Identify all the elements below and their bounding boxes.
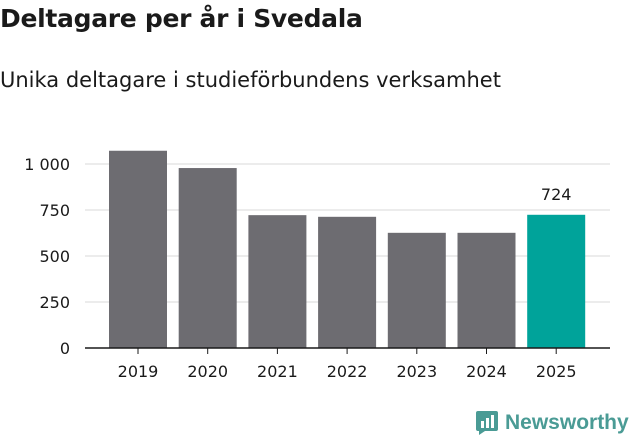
bar-2021 — [248, 215, 307, 348]
bar-2024 — [457, 232, 516, 348]
brand-name: Newsworthy — [505, 411, 629, 434]
y-tick-label: 750 — [39, 201, 70, 220]
chart-title: Deltagare per år i Svedala — [0, 4, 363, 33]
y-tick-label: 1 000 — [24, 155, 70, 174]
bars — [109, 150, 586, 348]
y-tick-label: 0 — [60, 339, 70, 358]
bar-2023 — [387, 232, 446, 348]
y-axis-tick-labels: 0 250 500 750 1 000 — [24, 155, 70, 358]
y-tick-label: 500 — [39, 247, 70, 266]
bar-2025 — [527, 214, 586, 348]
x-tick-label: 2022 — [327, 362, 368, 381]
x-tick-label: 2020 — [187, 362, 228, 381]
x-tick-label: 2024 — [466, 362, 507, 381]
x-tick-label: 2025 — [536, 362, 577, 381]
x-tick-label: 2021 — [257, 362, 298, 381]
data-labels: 724 — [541, 185, 572, 204]
x-tick-label: 2023 — [396, 362, 437, 381]
x-axis-tick-labels: 2019 2020 2021 2022 2023 2024 2025 — [118, 348, 577, 381]
bar-2020 — [178, 168, 237, 348]
y-tick-label: 250 — [39, 293, 70, 312]
bar-2022 — [318, 216, 377, 348]
bar-2019 — [109, 150, 167, 348]
x-tick-label: 2019 — [118, 362, 159, 381]
newsworthy-icon — [476, 411, 498, 435]
chart-subtitle: Unika deltagare i studieförbundens verks… — [0, 68, 501, 92]
newsworthy-logo: Newsworthy — [475, 406, 629, 440]
data-label: 724 — [541, 185, 572, 204]
